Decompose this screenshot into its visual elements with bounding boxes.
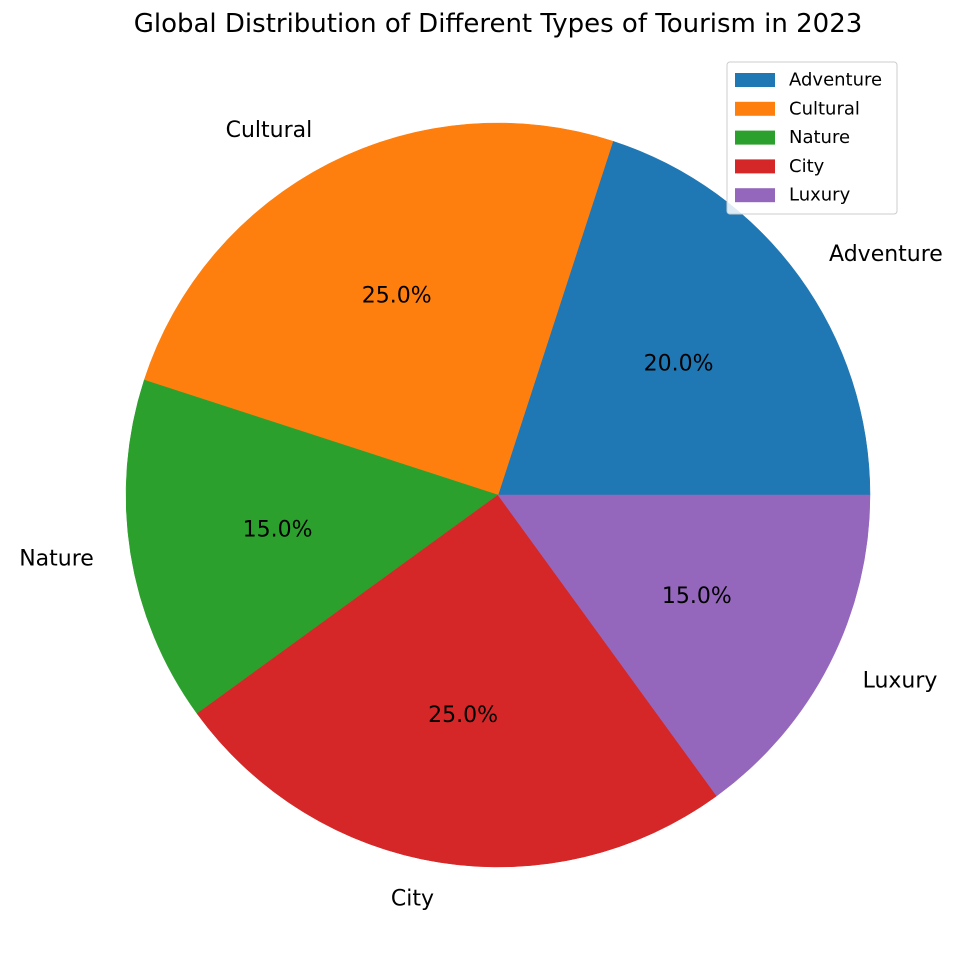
legend-frame [726,61,898,215]
legend-swatch-nature [735,130,775,145]
legend-label-nature: Nature [789,127,850,148]
chart-title: Global Distribution of Different Types o… [134,9,863,39]
legend-label-adventure: Adventure [789,70,882,91]
legend: Adventure Cultural Nature City Luxury [726,61,898,215]
legend-swatch-city [735,159,775,174]
pie-labels: 20.0% Adventure 25.0% Cultural 15.0% Nature 25… [19,118,943,912]
slice-label-luxury: Luxury [863,668,938,693]
legend-swatch-cultural [735,101,775,116]
pie-slice-city [196,494,718,868]
percent-label-adventure: 20.0% [644,351,714,376]
pie-slice-luxury [497,494,871,797]
slice-label-adventure: Adventure [829,242,943,267]
pie-slice-nature [125,379,499,715]
percent-label-city: 25.0% [428,703,498,728]
pie-slice-cultural [143,122,614,496]
percent-label-cultural: 25.0% [362,284,432,309]
percent-label-nature: 15.0% [243,517,313,542]
legend-label-city: City [789,156,825,177]
slice-label-city: City [391,887,434,912]
legend-label-cultural: Cultural [789,98,860,119]
legend-swatch-adventure [735,73,775,87]
pie-slice-adventure [497,140,871,496]
slice-label-nature: Nature [19,547,94,572]
slice-label-cultural: Cultural [226,118,313,143]
legend-swatch-luxury [735,188,775,203]
legend-label-luxury: Luxury [789,185,851,206]
percent-label-luxury: 15.0% [662,584,732,609]
pie-slices [125,122,871,868]
